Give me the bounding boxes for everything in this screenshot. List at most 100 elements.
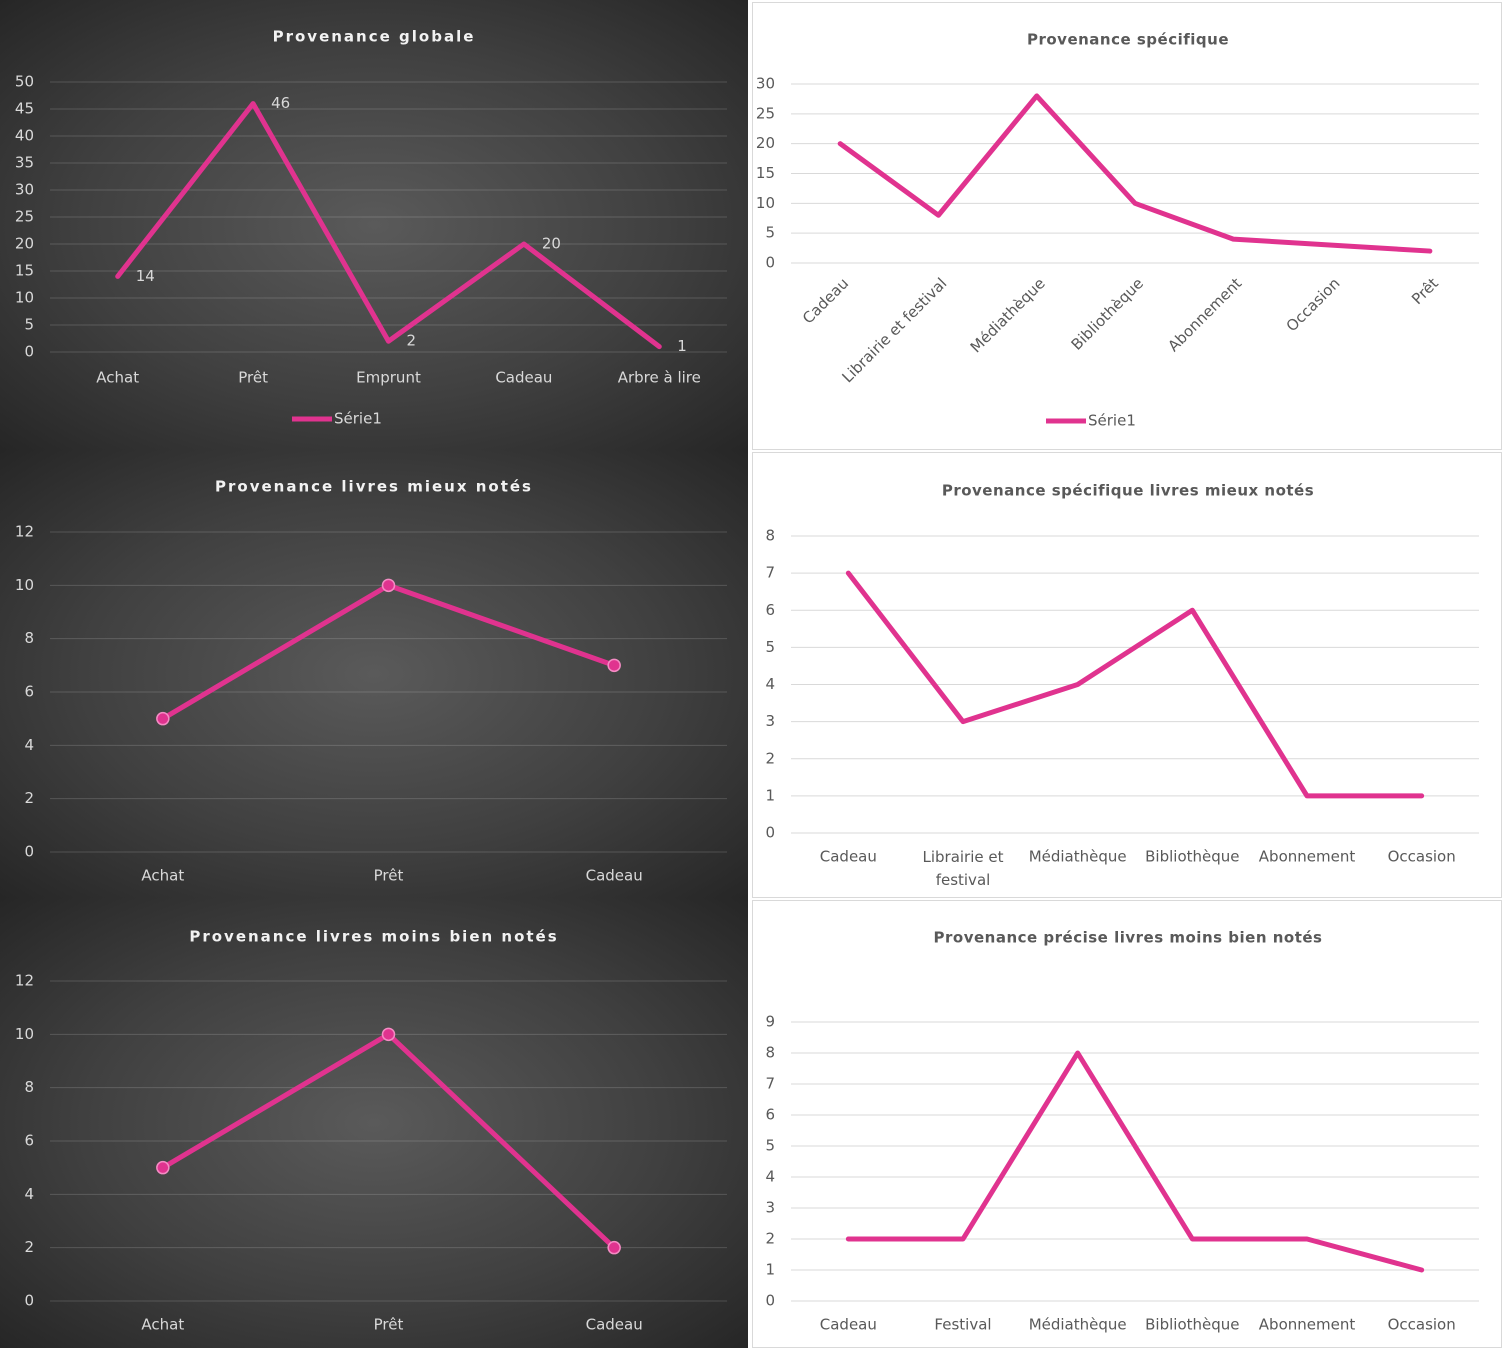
x-tick-label: Occasion xyxy=(1283,274,1344,335)
chart: Provenance précise livres moins bien not… xyxy=(765,929,1479,1334)
chart-title: Provenance livres moins bien notés xyxy=(189,928,558,946)
y-tick-label: 5 xyxy=(765,1137,775,1155)
x-tick-label: Abonnement xyxy=(1259,848,1356,866)
x-tick-label: Cadeau xyxy=(586,867,643,885)
x-tick-label: Bibliothèque xyxy=(1145,848,1239,866)
y-tick-label: 0 xyxy=(24,1292,34,1310)
chart: Provenance livres mieux notés 0 2 4 6 8 10 12 Ac… xyxy=(15,478,727,885)
y-tick-label: 0 xyxy=(24,343,34,361)
data-marker xyxy=(156,711,170,726)
y-tick-label: 7 xyxy=(765,564,775,582)
chart-panel: Provenance précise livres moins bien not… xyxy=(752,900,1502,1348)
y-tick-label: 6 xyxy=(24,683,34,701)
x-tick-label: Festival xyxy=(934,1316,991,1334)
y-tick-label: 4 xyxy=(24,736,34,754)
data-label: 14 xyxy=(136,267,155,285)
x-tick-label: Achat xyxy=(96,369,139,387)
x-tick-label: Cadeau xyxy=(799,274,852,327)
y-tick-label: 1 xyxy=(765,786,775,804)
x-tick-label: Cadeau xyxy=(586,1316,643,1334)
x-tick-label: Arbre à lire xyxy=(618,369,701,387)
data-line xyxy=(160,582,617,722)
data-line xyxy=(837,93,1433,254)
x-tick-label: Prêt xyxy=(238,369,268,387)
data-line xyxy=(845,570,1425,799)
y-tick-label: 0 xyxy=(765,254,775,272)
chart-panel: Provenance spécifique 0 5 10 15 20 25 30 Cadeau L… xyxy=(752,2,1502,450)
y-tick-label: 9 xyxy=(765,1013,775,1031)
data-label: 2 xyxy=(407,332,417,350)
x-tick-label: Bibliothèque xyxy=(1145,1316,1239,1334)
x-tick-label: Prêt xyxy=(374,1316,404,1334)
x-tick-label: Abonnement xyxy=(1259,1316,1356,1334)
x-tick-label: Achat xyxy=(141,867,184,885)
y-tick-label: 1 xyxy=(765,1261,775,1279)
y-tick-label: 8 xyxy=(24,1078,34,1096)
y-tick-label: 0 xyxy=(765,1292,775,1310)
data-line xyxy=(845,1050,1425,1273)
data-marker xyxy=(156,1160,170,1175)
y-tick-label: 5 xyxy=(765,638,775,656)
x-tick-label: Cadeau xyxy=(495,369,552,387)
x-tick-label: Bibliothèque xyxy=(1068,274,1147,353)
y-tick-label: 10 xyxy=(15,576,34,594)
y-tick-label: 2 xyxy=(24,1238,34,1256)
y-tick-label: 25 xyxy=(756,104,775,122)
y-tick-label: 20 xyxy=(756,134,775,152)
data-line xyxy=(115,101,662,350)
x-tick-label: Cadeau xyxy=(820,1316,877,1334)
x-tick-label: Abonnement xyxy=(1164,274,1245,355)
y-tick-label: 50 xyxy=(15,73,34,91)
y-tick-label: 0 xyxy=(765,824,775,842)
chart-title: Provenance livres mieux notés xyxy=(215,478,533,496)
y-tick-label: 40 xyxy=(15,127,34,145)
y-tick-label: 6 xyxy=(24,1132,34,1150)
x-tick-label: Médiathèque xyxy=(967,274,1049,356)
y-tick-label: 10 xyxy=(15,289,34,307)
y-tick-label: 6 xyxy=(765,601,775,619)
x-tick-label: Prêt xyxy=(1408,274,1442,308)
chart: Provenance globale 0 5 10 15 20 25 30 35 40 45 50 Ac… xyxy=(15,28,727,428)
chart-title: Provenance spécifique xyxy=(1027,31,1229,49)
y-tick-label: 30 xyxy=(756,75,775,93)
y-tick-label: 4 xyxy=(24,1185,34,1203)
data-marker xyxy=(607,1240,621,1255)
chart-title: Provenance spécifique livres mieux notés xyxy=(942,482,1314,500)
chart: Provenance spécifique 0 5 10 15 20 25 30 CadeauL… xyxy=(756,31,1479,430)
y-tick-label: 2 xyxy=(765,749,775,767)
chart-panel: Provenance spécifique livres mieux notés… xyxy=(752,452,1502,898)
y-tick-label: 2 xyxy=(765,1230,775,1248)
y-tick-label: 7 xyxy=(765,1075,775,1093)
y-tick-label: 8 xyxy=(765,1044,775,1062)
y-tick-label: 35 xyxy=(15,154,34,172)
y-tick-label: 12 xyxy=(15,972,34,990)
x-tick-label: Médiathèque xyxy=(1029,1316,1127,1334)
chart: Provenance livres moins bien notés 0 2 4 6 8 1… xyxy=(15,928,727,1334)
x-tick-label: Médiathèque xyxy=(1029,848,1127,866)
y-tick-label: 20 xyxy=(15,235,34,253)
y-tick-label: 8 xyxy=(765,527,775,545)
chart-title: Provenance précise livres moins bien not… xyxy=(934,929,1323,947)
data-label: 46 xyxy=(271,94,290,112)
y-tick-label: 3 xyxy=(765,1199,775,1217)
x-tick-label: Occasion xyxy=(1388,1316,1456,1334)
y-tick-label: 4 xyxy=(765,1168,775,1186)
legend-label: Série1 xyxy=(1088,412,1136,430)
y-tick-label: 0 xyxy=(24,843,34,861)
y-tick-label: 15 xyxy=(756,164,775,182)
y-tick-label: 25 xyxy=(15,208,34,226)
data-label: 1 xyxy=(677,337,687,355)
legend-label: Série1 xyxy=(334,410,382,428)
y-tick-label: 30 xyxy=(15,181,34,199)
x-tick-label: Achat xyxy=(141,1316,184,1334)
data-marker xyxy=(381,1027,396,1042)
x-tick-label: Cadeau xyxy=(820,848,877,866)
x-tick-label: Librairie et festival xyxy=(922,848,1003,889)
chart-panel: Provenance globale 0 5 10 15 20 25 30 35 40 45 50 Ac… xyxy=(0,0,748,450)
data-marker xyxy=(381,578,396,593)
chart-title: Provenance globale xyxy=(273,28,476,46)
y-tick-label: 3 xyxy=(765,712,775,730)
chart: Provenance spécifique livres mieux notés… xyxy=(765,482,1479,889)
y-tick-label: 8 xyxy=(24,629,34,647)
